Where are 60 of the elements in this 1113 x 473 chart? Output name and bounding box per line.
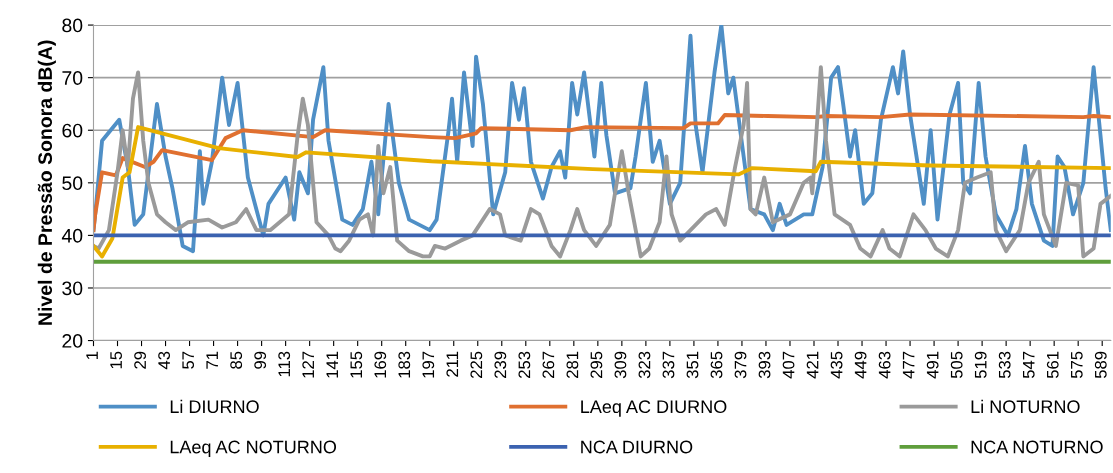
x-tick-label: 435 [830, 351, 843, 379]
x-tick-label: 477 [902, 351, 915, 379]
x-tick-label: 197 [422, 351, 435, 378]
x-tick-label: 491 [926, 351, 939, 379]
x-tick-label: 589 [1094, 351, 1107, 379]
x-tick-label: 463 [878, 351, 891, 379]
x-tick-label: 519 [974, 351, 987, 379]
y-tick-label: 80 [62, 18, 83, 33]
x-tick-label: 113 [278, 351, 291, 377]
x-tick-label: 547 [1022, 351, 1035, 379]
y-tick-label: 60 [62, 123, 83, 138]
x-tick-label: 85 [230, 351, 243, 369]
x-tick-label: 323 [638, 351, 651, 379]
x-tick-label: 267 [542, 351, 555, 378]
legend-label: LAeq AC NOTURNO [170, 440, 337, 457]
legend-label: Li NOTURNO [971, 399, 1080, 414]
x-tick-label: 407 [782, 351, 795, 379]
y-tick-label: 30 [62, 281, 83, 296]
y-tick-label: 50 [62, 176, 83, 191]
x-tick-label: 393 [758, 351, 771, 379]
legend-label: LAeq AC DIURNO [581, 400, 727, 417]
x-tick-label: 365 [710, 351, 723, 379]
x-tick-label: 449 [854, 351, 867, 379]
line-series [93, 112, 1111, 233]
line-series [93, 65, 1111, 259]
x-tick-label: 253 [518, 351, 531, 378]
x-tick-label: 183 [398, 351, 411, 378]
y-axis-title: Nivel de Pressão Sonora dB(A) [37, 40, 56, 325]
x-tick-label: 71 [206, 351, 218, 369]
x-tick-label: 155 [350, 351, 363, 378]
line-series [93, 125, 1111, 259]
x-tick-label: 211 [446, 351, 459, 377]
x-tick-label: 15 [110, 351, 122, 369]
x-tick-label: 561 [1046, 351, 1059, 379]
legend-label: NCA DIURNO [581, 440, 693, 454]
x-tick-label: 127 [302, 351, 314, 378]
y-tick-label: 20 [62, 334, 83, 348]
x-tick-label: 239 [494, 351, 507, 378]
x-tick-label: 351 [686, 351, 699, 379]
x-tick-label: 505 [950, 351, 963, 379]
x-tick-label: 29 [134, 351, 146, 369]
x-tick-label: 533 [998, 351, 1011, 379]
y-tick-label: 70 [62, 71, 83, 85]
legend-label: NCA NOTURNO [971, 440, 1103, 454]
y-tick-label: 40 [61, 228, 83, 243]
x-tick-label: 295 [590, 351, 603, 378]
x-tick-label: 421 [806, 351, 819, 379]
x-tick-label: 575 [1071, 351, 1083, 379]
x-tick-label: 99 [254, 351, 267, 369]
x-tick-label: 1 [86, 351, 98, 359]
x-tick-label: 337 [662, 351, 675, 379]
x-tick-label: 169 [374, 351, 387, 378]
x-tick-label: 281 [566, 351, 579, 378]
x-tick-label: 43 [158, 351, 171, 370]
x-tick-label: 225 [470, 351, 483, 378]
legend-label: Li DIURNO [170, 399, 259, 414]
x-tick-label: 57 [182, 351, 195, 369]
x-tick-label: 379 [734, 351, 747, 379]
x-tick-label: 141 [326, 351, 338, 378]
x-tick-label: 309 [614, 351, 627, 379]
